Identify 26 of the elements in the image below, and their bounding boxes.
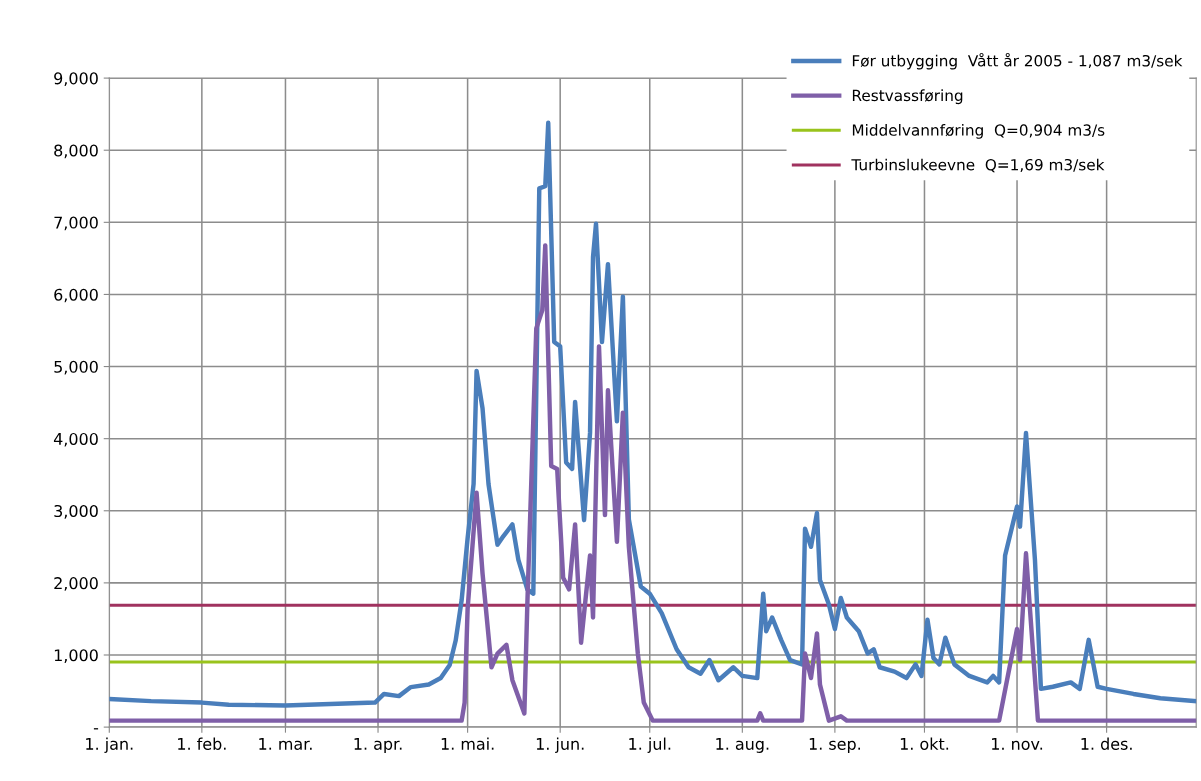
x-tick-label: 1. okt. <box>900 737 949 750</box>
legend-label: Restvassføring <box>852 89 963 105</box>
y-tick-label: 6,000 <box>54 288 98 303</box>
y-tick-label: 5,000 <box>54 360 98 375</box>
y-tick-label: 8,000 <box>54 144 98 159</box>
x-tick-label: 1. mai. <box>441 737 494 750</box>
y-tick-label: 1,000 <box>54 649 98 663</box>
x-tick-label: 1. feb. <box>178 737 226 750</box>
x-tick-label: 1. jul. <box>629 737 671 753</box>
x-tick-label: 1. jan. <box>86 737 133 753</box>
y-tick-label: 3,000 <box>54 504 98 519</box>
x-tick-label: 1. jun. <box>536 737 584 753</box>
legend-label: Før utbygging Vått år 2005 - 1,087 m3/sek <box>852 52 1183 70</box>
y-tick-label: 9,000 <box>54 72 98 87</box>
x-tick-label: 1. mar. <box>259 738 312 750</box>
legend-label: Turbinslukeevne Q=1,69 m3/sek <box>851 158 1105 173</box>
x-tick-label: 1. nov. <box>992 738 1043 750</box>
x-tick-label: 1. des. <box>1081 737 1132 750</box>
y-tick-label: 2,000 <box>54 577 98 591</box>
legend-label: Middelvannføring Q=0,904 m3/s <box>852 124 1105 139</box>
x-tick-label: 1. aug. <box>716 738 769 753</box>
y-tick-label: - <box>93 728 99 730</box>
x-tick-label: 1. sep. <box>809 738 861 753</box>
y-tick-label: 4,000 <box>53 432 98 447</box>
y-tick-label: 7,000 <box>54 216 98 231</box>
x-tick-label: 1. apr. <box>354 738 402 753</box>
